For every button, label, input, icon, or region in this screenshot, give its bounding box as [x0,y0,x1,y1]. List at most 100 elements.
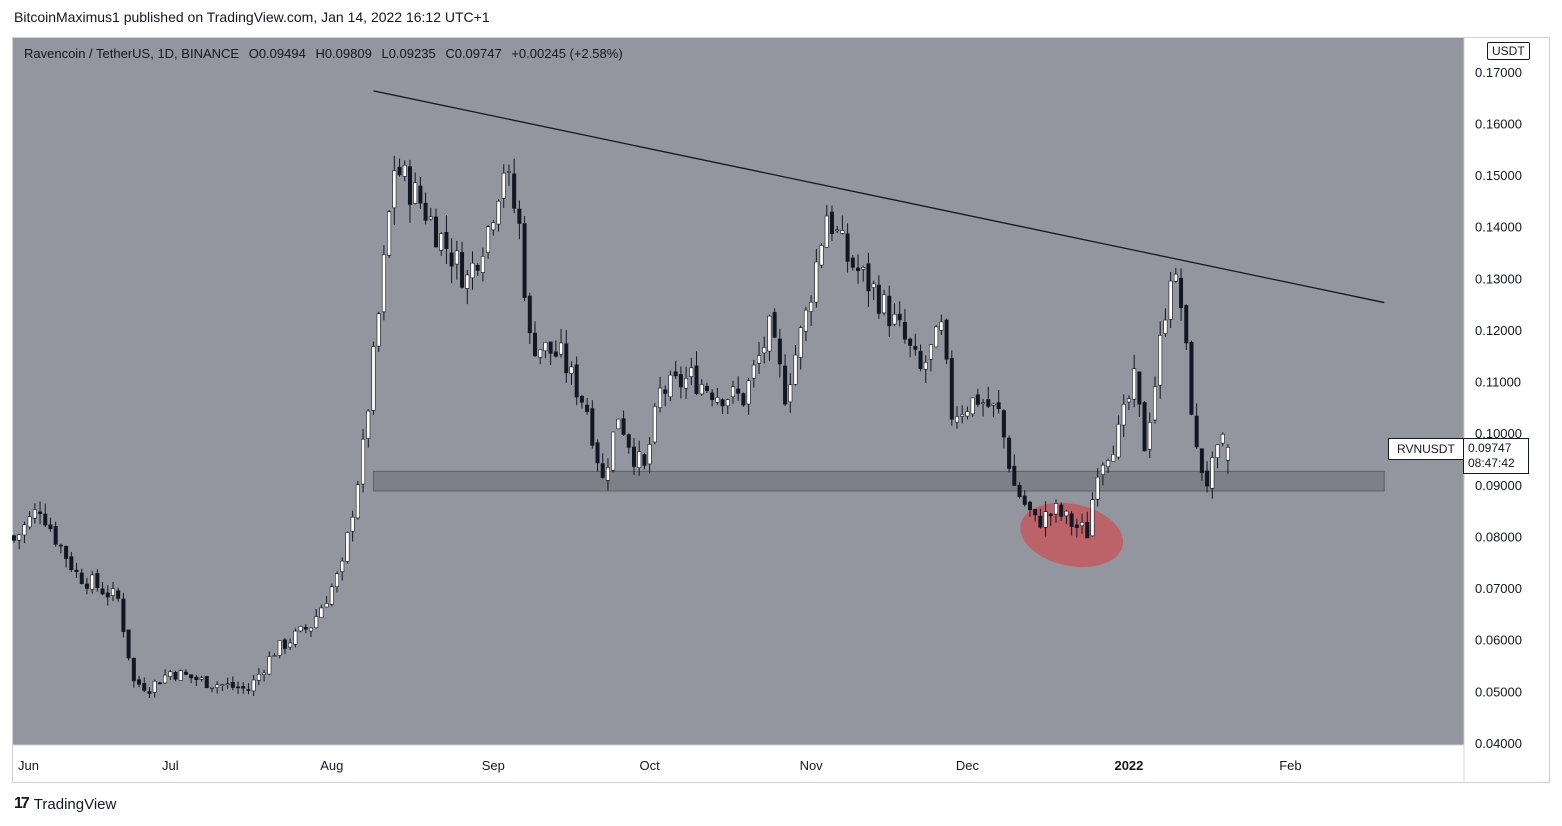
candle [1121,394,1126,438]
candle-body [95,573,100,588]
candle [121,592,126,638]
candle-body [908,338,913,346]
candle [1001,409,1006,449]
candle [1147,412,1152,459]
candle [876,275,881,319]
footer-branding[interactable]: 17 TradingView [14,795,116,813]
candle-body [803,309,808,332]
candle [949,350,954,426]
candle [387,210,392,258]
candle [366,409,371,448]
candle-body [928,344,933,360]
candle-body [1137,371,1142,405]
candle [996,389,1001,414]
candle-body [178,670,183,681]
candle [892,303,897,327]
price-chart[interactable]: 0.17000 0.16000 0.15000 0.14000 0.13000 0.120… [12,37,1550,783]
candle [840,215,845,235]
candle [1054,499,1059,523]
candle [835,225,840,234]
currency-selector[interactable]: USDT [1487,42,1530,60]
candle-body [965,411,970,417]
candle [1022,490,1027,507]
candle [1059,502,1064,522]
candle-body [314,616,319,629]
candle-body [121,598,126,632]
candle-body [475,264,480,271]
candle [673,360,678,379]
candle-body [251,679,256,692]
candle [79,568,84,585]
candle [392,155,397,226]
y-tick-label: 0.09000 [1475,478,1522,493]
candle [642,452,647,470]
candle-body [960,414,965,417]
descending-trendline[interactable] [373,90,1385,304]
candle [209,686,214,693]
candle [1184,304,1189,351]
candle [381,245,386,321]
candle-body [449,252,454,267]
candle [1027,501,1032,517]
candle [340,557,345,581]
candle [157,682,162,685]
candle-body [1205,470,1210,487]
candle-body [1152,386,1157,421]
candle-body [345,532,350,562]
x-tick-label: 2022 [1114,758,1143,773]
candle [1007,435,1012,473]
candle [553,340,558,358]
candle-body [90,574,95,590]
candle [465,269,470,305]
high-label: H [315,46,325,61]
candle [637,440,642,476]
candle [960,405,965,424]
candle-body [986,399,991,407]
candle [434,208,439,248]
candle [100,582,105,596]
symbol-label[interactable]: Ravencoin / TetherUS, 1D, BINANCE [24,46,240,61]
candle-body [548,341,553,354]
candle [579,394,584,409]
candle-body [397,166,402,176]
candle-body [949,358,954,420]
candle [986,386,991,409]
candle-body [559,342,564,355]
candle-body [876,284,881,314]
y-tick-label: 0.07000 [1475,581,1522,596]
candle-body [17,534,22,541]
candle-body [501,172,506,199]
candle [517,200,522,240]
candle-body [470,262,475,279]
candle [58,543,63,554]
candle [308,627,313,637]
candle-body [418,185,423,204]
candle [965,406,970,420]
candle-body [209,686,214,689]
candle [241,682,246,694]
candle-body [1080,522,1085,526]
candle-body [215,684,220,688]
high-value: 0.09809 [324,46,372,61]
candle-body [955,416,960,423]
candle [991,403,996,418]
candle [699,379,704,397]
candle [746,378,751,415]
candle [407,159,412,223]
candle [668,370,673,402]
candle-body [230,681,235,688]
candle-body [564,343,569,374]
candle-body [996,402,1001,410]
candle-body [856,267,861,272]
candle [319,604,324,618]
candle-body [277,640,282,656]
candle [460,241,465,289]
candle [397,158,402,177]
candle-body [1121,403,1126,426]
candle [871,280,876,301]
candle [293,628,298,648]
candle-body [491,222,496,231]
candle-body [1147,422,1152,450]
candle [1038,508,1043,529]
candle [527,292,532,345]
